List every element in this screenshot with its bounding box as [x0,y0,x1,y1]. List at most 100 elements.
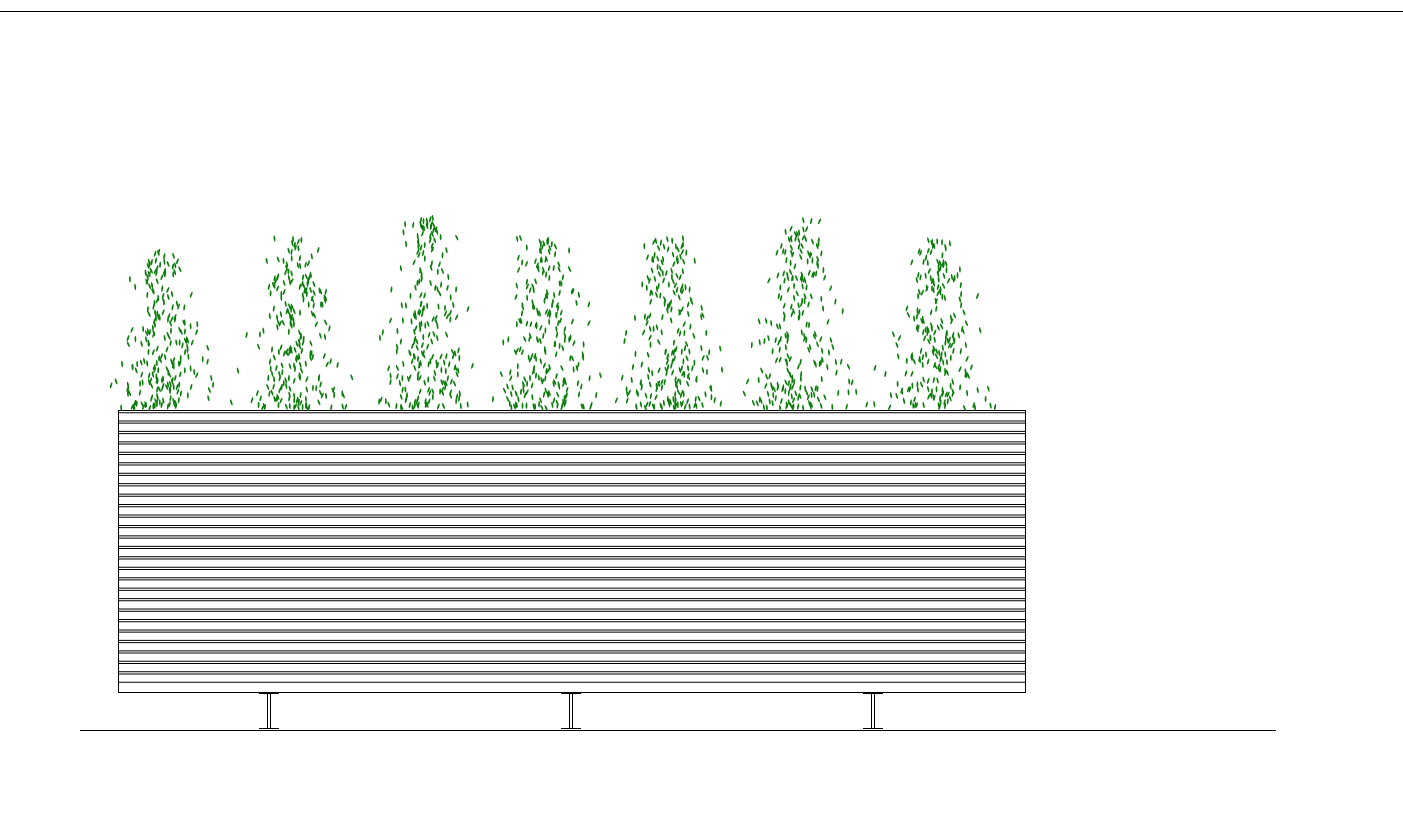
grass-blade [138,389,142,396]
grass-blade [913,315,916,322]
grass-blade [914,401,917,408]
grass-blade [796,403,800,410]
grass-blade [765,373,768,380]
grass-blade [288,312,292,318]
grass-blade [450,378,453,385]
grass-blade [953,312,957,319]
grass-blade [944,260,948,267]
grass-blade [558,280,561,287]
grass-blade [262,327,265,334]
grass-blade [516,235,519,243]
grass-blade [267,283,271,291]
grass-blade [645,401,649,408]
grass-blade [959,347,962,355]
grass-blade [800,370,803,378]
grass-blade [662,243,666,250]
grass-blade [417,308,420,315]
grass-blade [445,247,448,254]
grass-blade [555,331,559,339]
grass-blade [502,339,505,346]
grass-blade [777,339,781,346]
grass-blade [786,271,789,279]
grass-blade [317,375,320,382]
grass-blade [195,329,198,336]
grass-blade [639,378,642,386]
grass-blade [793,231,798,238]
grass-blade [693,257,696,264]
grass-blade [719,345,722,352]
grass-blade [706,354,709,361]
grass-blade [293,362,296,369]
grass-blade [790,393,793,400]
grass-blade [160,353,164,360]
grass-blade [951,378,954,386]
grass-blade [288,374,290,382]
grass-blade [571,318,574,325]
grass-blade [341,403,344,410]
grass-blade [976,293,979,299]
grass-blade [399,393,403,400]
grass-blade [944,367,947,375]
grass-blade [660,259,664,266]
grass-blade [532,287,535,294]
grass-blade [816,341,819,348]
grass-blade [801,234,805,241]
grass-blade [950,342,954,349]
grass-blade [284,269,287,276]
grass-blade [179,371,182,378]
grass-blade [924,272,927,279]
grass-blade [562,381,566,387]
grass-blade [329,358,332,365]
grass-blade [146,360,149,367]
grass-blade [625,329,628,337]
grass-blade [793,263,797,270]
grass-blade [431,388,435,395]
grass-blade [422,249,425,257]
grass-blade [146,328,150,335]
grass-blade [432,226,435,234]
grass-blade [792,403,795,410]
grass-blade [308,404,311,411]
grass-blade [764,382,768,389]
grass-blade [932,376,935,384]
grass-blade [560,365,564,372]
grass-blade [933,329,937,336]
grass-blade [285,261,289,268]
grass-blade [174,402,177,409]
grass-blade [288,345,292,352]
grass-blade [280,362,284,369]
grass-blade [319,389,322,396]
grass-blade [154,398,158,405]
legs [259,693,883,729]
grass-blade [454,365,458,372]
grass-blade [146,273,149,280]
grass-blade [786,353,790,360]
grass-blade [960,302,963,309]
grass-blade [948,342,951,349]
grass-blade [430,260,433,267]
grass-blade [298,283,301,290]
grass-blade [758,339,761,346]
grass-blade [292,377,296,384]
grass-blade [128,390,132,397]
grass-blade [161,285,164,292]
grass-blade [156,386,159,393]
grass-blade [568,247,571,254]
grass-blade [312,281,316,288]
grass-blade [794,390,798,397]
grass-blade [305,376,309,383]
grass-blade [544,375,547,382]
grass-blade [934,298,938,305]
grass-blade [298,343,302,350]
grass-blade [147,311,151,318]
grass-blade [173,313,177,320]
grass-blade [407,376,410,383]
grass-blade [640,384,643,391]
grass-blade [936,238,939,245]
grass-blade [763,337,766,345]
grass-blade [892,331,895,338]
grass-blade [623,337,626,345]
grass-blade [546,289,549,296]
grass-blade [278,375,281,382]
grass-blade [521,381,525,388]
